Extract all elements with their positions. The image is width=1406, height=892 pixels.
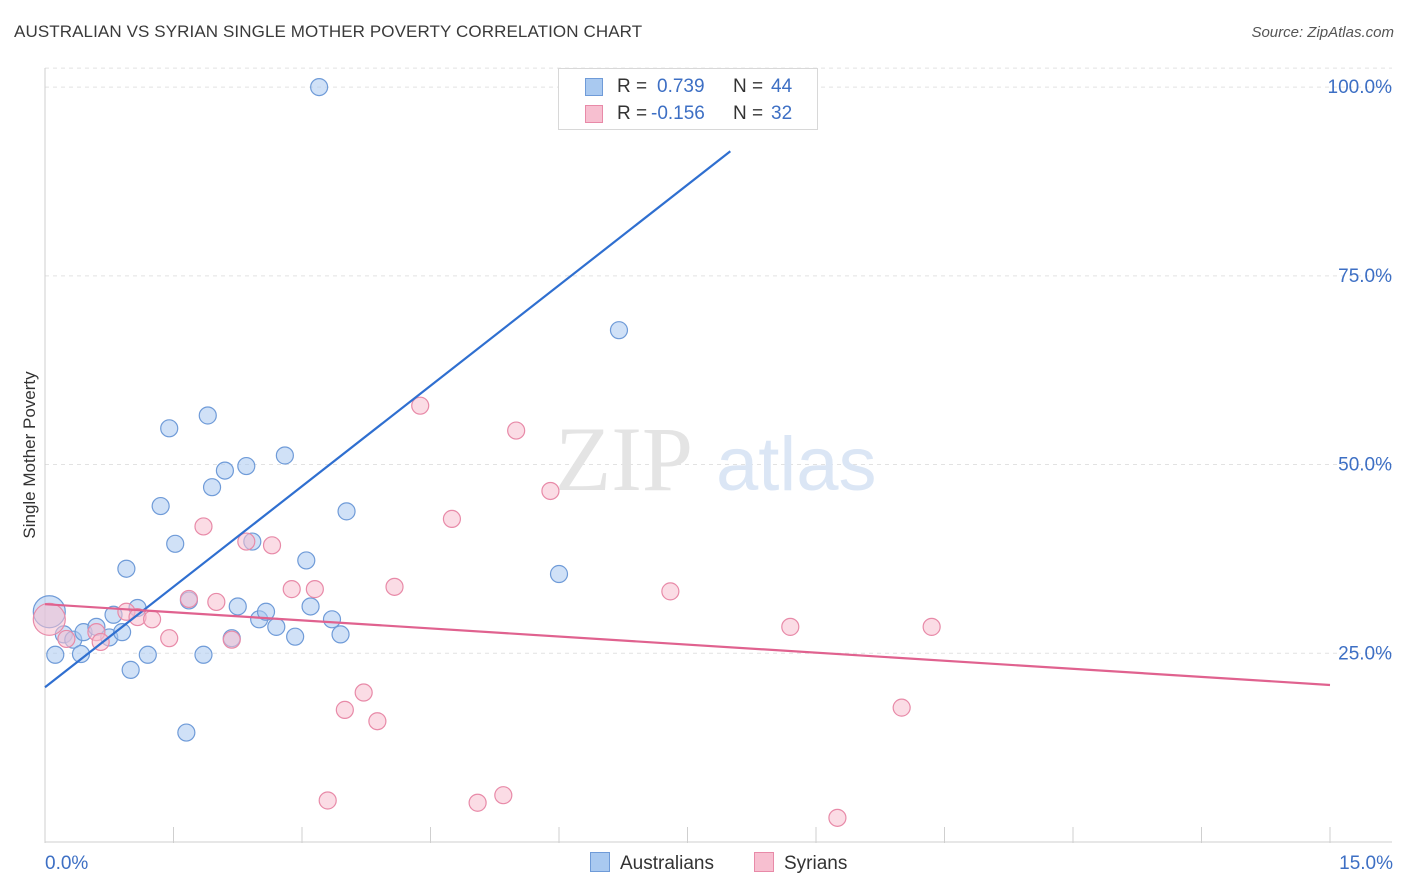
- x-tick-label-max: 15.0%: [1339, 853, 1393, 874]
- australians-point: [275, 446, 294, 465]
- syrians-point: [179, 589, 199, 609]
- y-tick-label: 25.0%: [1338, 643, 1392, 664]
- syrians-point: [222, 630, 241, 649]
- x-tick-label-min: 0.0%: [45, 853, 88, 874]
- australians-trend-line: [44, 150, 732, 689]
- syrians-point: [661, 582, 680, 601]
- australians-point: [194, 645, 213, 664]
- y-axis-title: Single Mother Poverty: [20, 371, 39, 539]
- australians-point: [177, 723, 196, 742]
- syrians-point: [57, 629, 76, 649]
- australians-point: [198, 406, 217, 425]
- australians-swatch: [585, 78, 603, 96]
- n-value-australians: 44: [771, 76, 793, 97]
- syrians-point: [237, 532, 256, 551]
- syrians-swatch: [585, 105, 603, 123]
- syrians-point: [442, 509, 462, 529]
- australians-legend-swatch: [590, 852, 610, 872]
- syrians-point: [318, 791, 337, 810]
- australians-point: [267, 617, 286, 636]
- r-label: R =: [617, 103, 648, 124]
- australians-point: [46, 645, 65, 664]
- australians-point: [138, 645, 157, 664]
- y-tick-label: 75.0%: [1338, 266, 1392, 287]
- syrians-point: [207, 592, 226, 612]
- australians-point: [609, 321, 629, 340]
- r-value-syrians: -0.156: [651, 103, 705, 124]
- watermark-zip: ZIP: [555, 408, 693, 510]
- australians-point: [337, 502, 356, 521]
- syrians-point: [494, 786, 513, 805]
- syrians-trend-line: [44, 603, 1331, 687]
- n-value-syrians: 32: [771, 103, 793, 124]
- legend-row-syrians: R = -0.156 N = 32: [559, 100, 817, 128]
- syrians-point: [541, 481, 560, 501]
- correlation-legend: R = 0.739 N = 44 R = -0.156 N = 32: [558, 68, 818, 130]
- australians-point: [121, 660, 140, 679]
- australians-point: [256, 602, 276, 621]
- watermark-atlas: atlas: [716, 422, 877, 507]
- australians-point: [215, 461, 234, 480]
- australians-point: [237, 456, 256, 476]
- australians-point: [301, 597, 320, 616]
- r-label: R =: [617, 76, 648, 97]
- syrians-point: [32, 602, 66, 636]
- australians-point: [71, 644, 91, 664]
- n-label: N =: [733, 76, 764, 97]
- syrians-point: [368, 712, 387, 731]
- legend-item-australians: Australians: [590, 852, 714, 875]
- syrians-point: [828, 808, 847, 827]
- syrians-point: [892, 698, 911, 717]
- chart-title: AUSTRALIAN VS SYRIAN SINGLE MOTHER POVER…: [14, 22, 643, 41]
- australians-point: [151, 496, 170, 516]
- syrians-point: [411, 396, 430, 415]
- syrians-point: [922, 617, 941, 636]
- australians-point: [286, 627, 305, 646]
- syrians-point: [781, 617, 800, 636]
- syrians-point: [262, 536, 282, 555]
- syrians-point: [385, 577, 404, 596]
- syrians-point: [160, 629, 179, 648]
- y-tick-label: 50.0%: [1338, 455, 1392, 476]
- legend-row-australians: R = 0.739 N = 44: [559, 73, 817, 101]
- australians-point: [297, 551, 316, 570]
- syrians-points: [32, 396, 941, 827]
- syrians-point: [194, 517, 213, 536]
- australians-point: [322, 610, 342, 629]
- australians-point: [166, 534, 185, 553]
- australians-point: [160, 419, 179, 438]
- legend-item-syrians: Syrians: [754, 852, 847, 875]
- r-value-australians: 0.739: [657, 76, 705, 97]
- australians-point: [228, 597, 247, 616]
- syrians-legend-swatch: [754, 852, 774, 872]
- syrians-point: [335, 700, 354, 719]
- australians-point: [117, 559, 136, 578]
- syrians-point: [354, 683, 373, 702]
- axis-labels: 25.0% 50.0% 75.0% 100.0% 0.0% 15.0%: [45, 77, 1393, 874]
- source-credit: Source: ZipAtlas.com: [1251, 24, 1394, 41]
- axes: [44, 68, 1392, 843]
- syrians-point: [507, 421, 526, 440]
- syrians-point: [468, 793, 487, 812]
- n-label: N =: [733, 103, 764, 124]
- syrians-point: [305, 580, 324, 599]
- syrians-legend-label: Syrians: [784, 853, 848, 874]
- trend-lines: [44, 150, 1331, 689]
- australians-point: [331, 625, 350, 644]
- y-tick-label: 100.0%: [1328, 77, 1393, 98]
- australians-legend-label: Australians: [620, 853, 714, 874]
- australians-point: [549, 564, 569, 584]
- australians-point: [202, 478, 222, 497]
- syrians-point: [282, 580, 301, 599]
- gridlines: [45, 67, 1392, 654]
- syrians-point: [142, 610, 162, 629]
- australians-point: [310, 77, 329, 97]
- australians-point: [112, 623, 132, 642]
